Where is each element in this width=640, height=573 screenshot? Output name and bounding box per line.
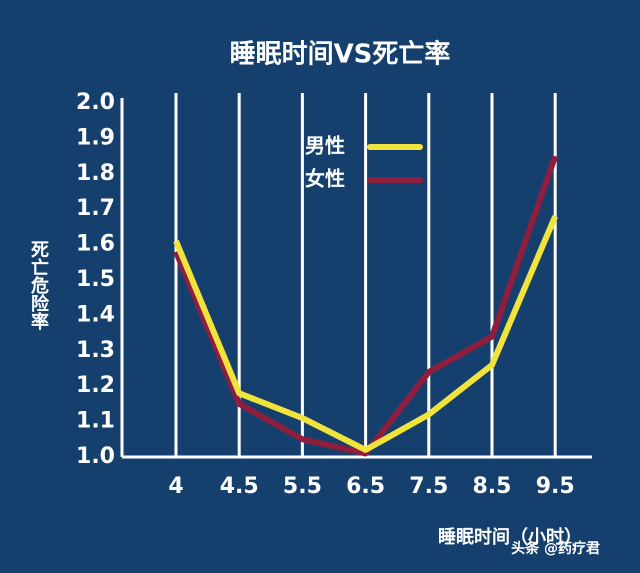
x-axis-label: 睡眠时间（小时） [438, 527, 582, 548]
x-tick-label: 7.5 [409, 474, 448, 499]
x-tick-label: 8.5 [473, 474, 512, 499]
x-tick-label: 4.5 [220, 474, 259, 499]
y-tick-label: 2.0 [76, 90, 115, 115]
y-tick-label: 1.0 [76, 444, 115, 469]
y-tick-label: 1.9 [76, 125, 115, 150]
watermark: 头条 @药疗君 [511, 540, 600, 557]
x-tick-label: 4 [168, 474, 183, 499]
legend-label: 女性 [305, 167, 345, 191]
y-tick-label: 1.8 [76, 161, 115, 186]
y-tick-label: 1.7 [76, 196, 115, 221]
y-tick-label: 1.3 [76, 338, 115, 363]
y-axis-label: 死亡危险率 [28, 240, 50, 331]
line-series [173, 155, 559, 457]
line-series [173, 215, 558, 453]
legend-label: 男性 [305, 134, 345, 158]
x-tick-label: 9.5 [536, 474, 575, 499]
x-tick-label: 5.5 [283, 474, 322, 499]
y-tick-label: 1.2 [76, 373, 115, 398]
chart-title: 睡眠时间VS死亡率 [230, 39, 451, 70]
y-tick-label: 1.5 [76, 267, 115, 292]
y-tick-label: 1.4 [76, 302, 115, 327]
y-tick-label: 1.1 [76, 409, 115, 434]
y-tick-label: 1.6 [76, 232, 115, 257]
x-tick-label: 6.5 [346, 474, 385, 499]
